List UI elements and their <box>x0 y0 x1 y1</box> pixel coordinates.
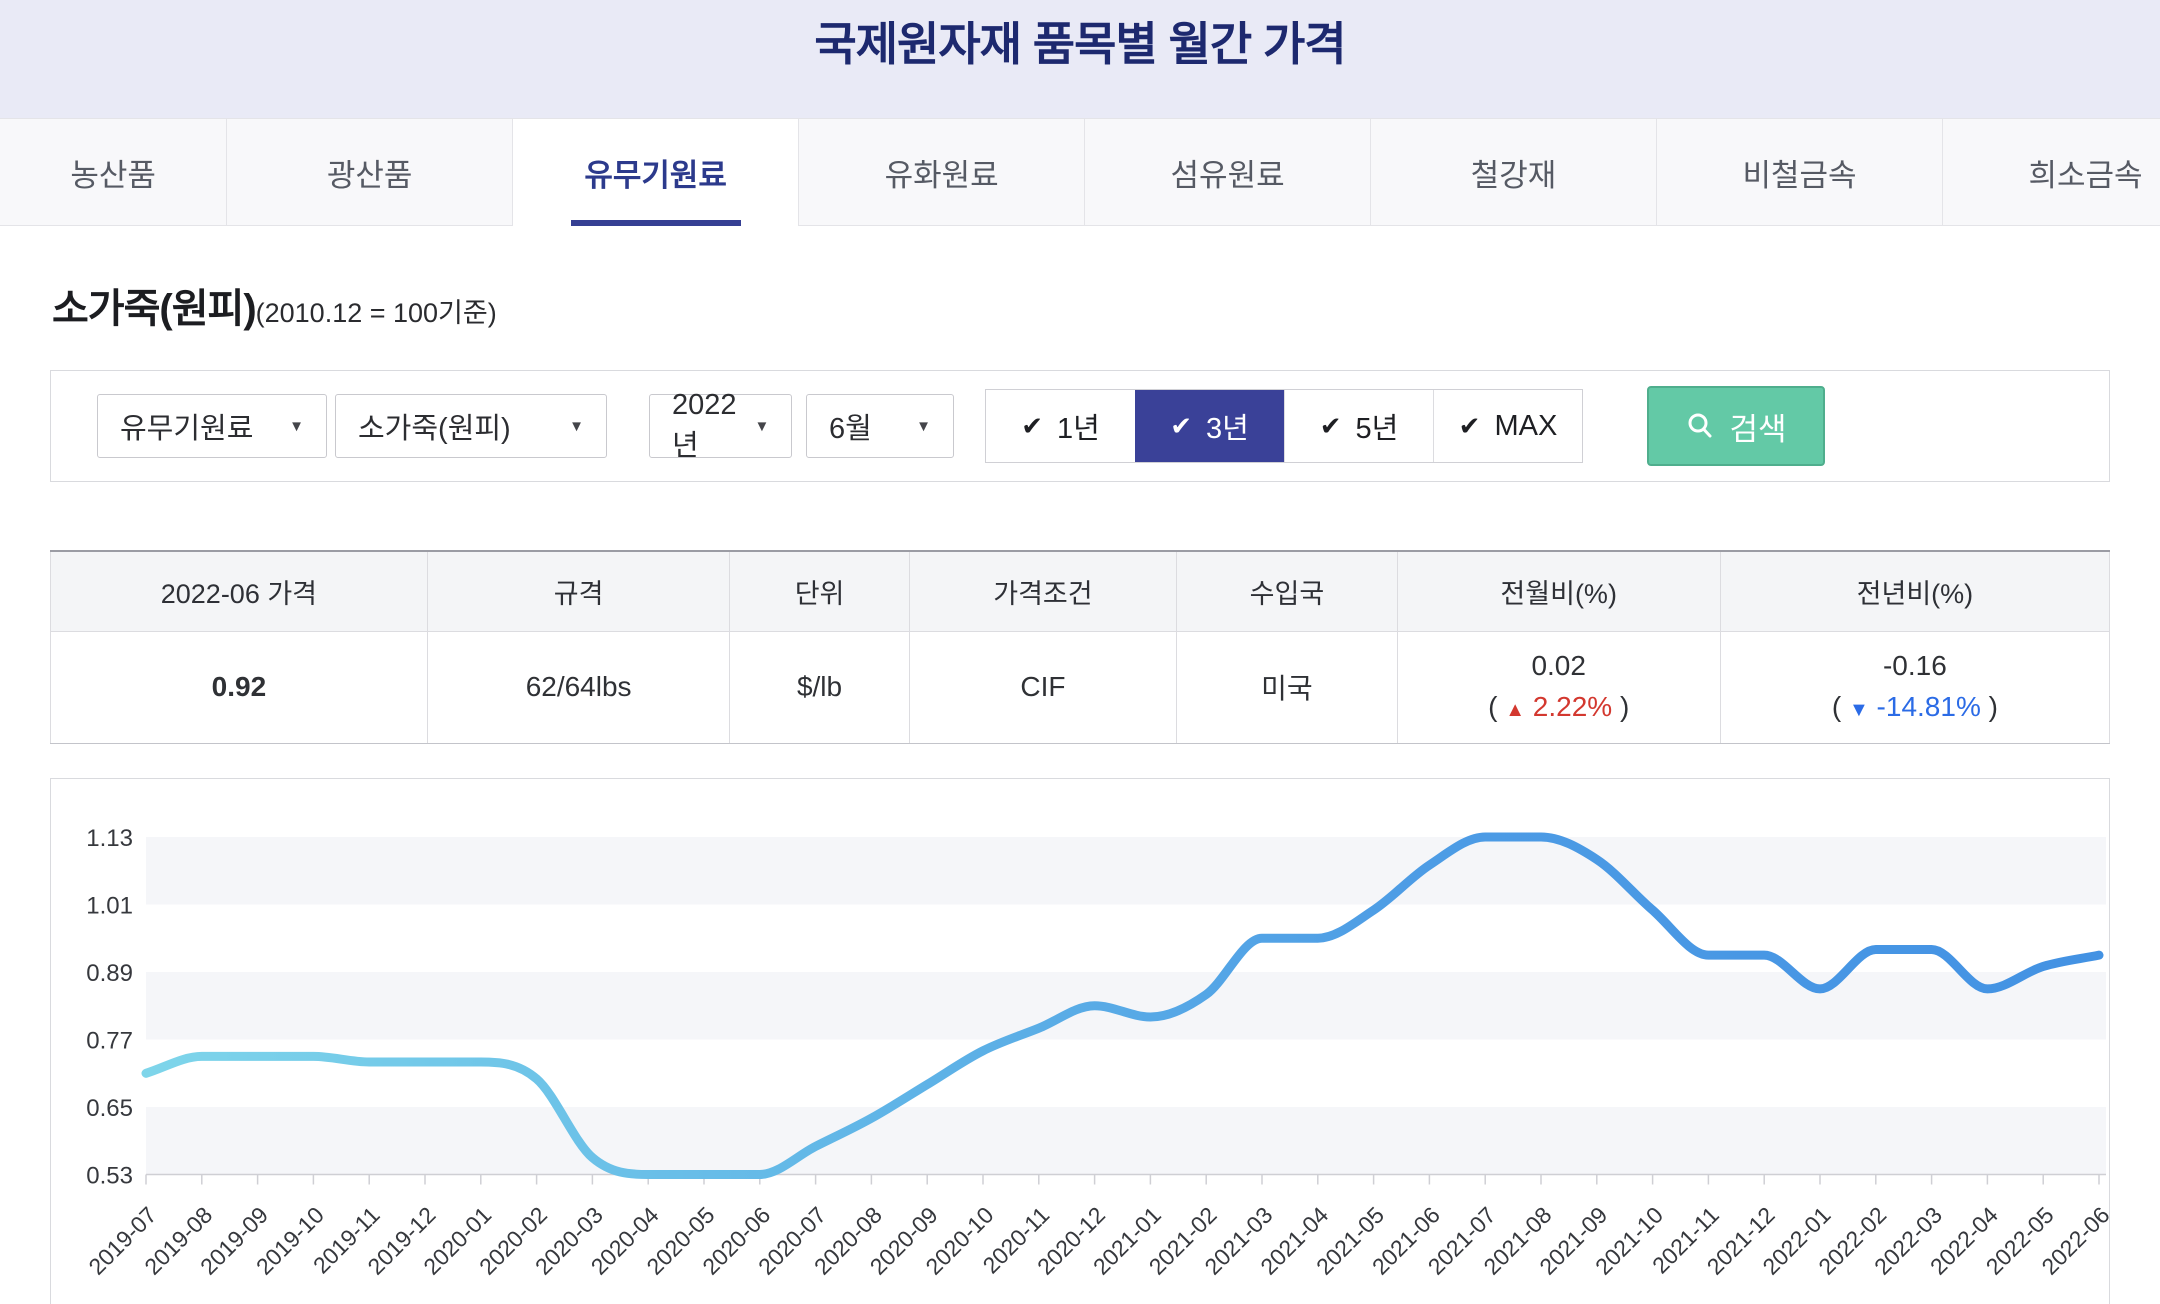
period-button-1년[interactable]: ✔ 1년 <box>986 390 1135 462</box>
svg-text:0.77: 0.77 <box>86 1027 133 1054</box>
tab-광산품[interactable]: 광산품 <box>227 118 513 226</box>
tab-유무기원료[interactable]: 유무기원료 <box>513 118 799 226</box>
check-icon: ✔ <box>1320 411 1342 442</box>
price-value: 0.92 <box>51 631 428 743</box>
tab-label: 광산품 <box>327 150 413 195</box>
tab-섬유원료[interactable]: 섬유원료 <box>1085 118 1371 226</box>
svg-text:0.53: 0.53 <box>86 1162 133 1189</box>
col-header-mom: 전월비(%) <box>1397 551 1720 631</box>
page-title: 국제원자재 품목별 월간 가격 <box>0 8 2160 74</box>
period-label: MAX <box>1494 410 1557 443</box>
chevron-down-icon: ▼ <box>755 418 770 435</box>
tab-농산품[interactable]: 농산품 <box>0 118 227 226</box>
category-dropdown[interactable]: 유무기원료 ▼ <box>97 394 327 458</box>
tab-희소금속[interactable]: 희소금속 <box>1943 118 2160 226</box>
y-axis-labels: 1.13 1.01 0.89 0.77 0.65 0.53 <box>86 825 133 1190</box>
mom-value: 0.02 <box>1398 646 1720 687</box>
svg-text:1.01: 1.01 <box>86 892 133 919</box>
page-header: 국제원자재 품목별 월간 가격 <box>0 0 2160 118</box>
year-dropdown[interactable]: 2022년 ▼ <box>649 394 792 458</box>
svg-text:0.65: 0.65 <box>86 1095 133 1122</box>
x-axis <box>146 1174 2106 1184</box>
svg-text:0.89: 0.89 <box>86 960 133 987</box>
search-button-label: 검색 <box>1729 404 1786 449</box>
unit-value: $/lb <box>730 631 909 743</box>
product-name: 소가죽(원피) <box>52 276 256 334</box>
product-title-line: 소가죽(원피)(2010.12 = 100기준) <box>52 276 2160 334</box>
period-label: 1년 <box>1057 405 1100 447</box>
product-base-note: (2010.12 = 100기준) <box>256 291 497 330</box>
table-row: 0.92 62/64lbs $/lb CIF 미국 0.02 ( ▲ 2.22%… <box>51 631 2110 743</box>
yoy-percent-line: ( ▼ -14.81% ) <box>1721 687 2109 728</box>
tab-label: 비철금속 <box>1742 150 1856 195</box>
month-dropdown[interactable]: 6월 ▼ <box>806 394 954 458</box>
tab-유화원료[interactable]: 유화원료 <box>799 118 1085 226</box>
price-info-table: 2022-06 가격 규격 단위 가격조건 수입국 전월비(%) 전년비(%) … <box>50 550 2110 744</box>
period-toggle-group: ✔ 1년 ✔ 3년 ✔ 5년 ✔ MAX <box>985 389 1583 463</box>
tab-label: 농산품 <box>70 150 156 195</box>
col-header-yoy: 전년비(%) <box>1720 551 2109 631</box>
tab-철강재[interactable]: 철강재 <box>1371 118 1657 226</box>
chevron-down-icon: ▼ <box>569 418 584 435</box>
tab-bar: 농산품 광산품 유무기원료 유화원료 섬유원료 철강재 비철금속 희소금속 <box>0 118 2160 226</box>
tab-비철금속[interactable]: 비철금속 <box>1657 118 1943 226</box>
check-icon: ✔ <box>1021 411 1043 442</box>
period-label: 5년 <box>1355 405 1398 447</box>
period-button-5년[interactable]: ✔ 5년 <box>1284 390 1433 462</box>
tab-label: 희소금속 <box>2028 150 2142 195</box>
col-header-country: 수입국 <box>1177 551 1397 631</box>
table-header-row: 2022-06 가격 규격 단위 가격조건 수입국 전월비(%) 전년비(%) <box>51 551 2110 631</box>
year-dropdown-value: 2022년 <box>672 389 737 464</box>
tab-label: 유무기원료 <box>584 150 727 195</box>
item-dropdown-value: 소가죽(원피) <box>358 405 511 447</box>
up-arrow-icon: ▲ <box>1505 699 1525 721</box>
month-dropdown-value: 6월 <box>829 405 872 447</box>
condition-value: CIF <box>909 631 1177 743</box>
grid-bands <box>146 837 2106 1175</box>
price-chart-container: 1.13 1.01 0.89 0.77 0.65 0.53 2019-072019-0820… <box>50 778 2110 1304</box>
period-button-MAX[interactable]: ✔ MAX <box>1433 390 1582 462</box>
search-button[interactable]: 검색 <box>1647 386 1825 466</box>
search-icon <box>1685 411 1715 441</box>
spec-value: 62/64lbs <box>427 631 730 743</box>
country-value: 미국 <box>1177 631 1397 743</box>
svg-text:1.13: 1.13 <box>86 825 133 852</box>
mom-percent: 2.22% <box>1533 691 1612 722</box>
yoy-value: -0.16 <box>1721 646 2109 687</box>
item-dropdown[interactable]: 소가죽(원피) ▼ <box>335 394 607 458</box>
chevron-down-icon: ▼ <box>916 418 931 435</box>
tab-label: 유화원료 <box>885 150 999 195</box>
mom-change-cell: 0.02 ( ▲ 2.22% ) <box>1397 631 1720 743</box>
period-label: 3년 <box>1206 405 1249 447</box>
col-header-condition: 가격조건 <box>909 551 1177 631</box>
col-header-unit: 단위 <box>730 551 909 631</box>
active-tab-underline <box>571 220 741 226</box>
x-axis-labels: 2019-072019-082019-092019-102019-112019-… <box>83 1201 2109 1279</box>
yoy-change-cell: -0.16 ( ▼ -14.81% ) <box>1720 631 2109 743</box>
filter-bar: 유무기원료 ▼ 소가죽(원피) ▼ 2022년 ▼ 6월 ▼ ✔ 1년 ✔ 3년 ✔ 5년… <box>50 370 2110 482</box>
col-header-spec: 규격 <box>427 551 730 631</box>
check-icon: ✔ <box>1459 411 1481 442</box>
down-arrow-icon: ▼ <box>1849 699 1869 721</box>
period-button-3년[interactable]: ✔ 3년 <box>1135 390 1284 462</box>
price-chart-svg: 1.13 1.01 0.89 0.77 0.65 0.53 2019-072019-0820… <box>51 779 2109 1304</box>
tab-label: 철강재 <box>1471 150 1557 195</box>
chevron-down-icon: ▼ <box>289 418 304 435</box>
tab-label: 섬유원료 <box>1171 150 1285 195</box>
category-dropdown-value: 유무기원료 <box>120 405 253 447</box>
col-header-price: 2022-06 가격 <box>51 551 428 631</box>
mom-percent-line: ( ▲ 2.22% ) <box>1398 687 1720 728</box>
check-icon: ✔ <box>1170 411 1192 442</box>
yoy-percent: -14.81% <box>1877 691 1981 722</box>
